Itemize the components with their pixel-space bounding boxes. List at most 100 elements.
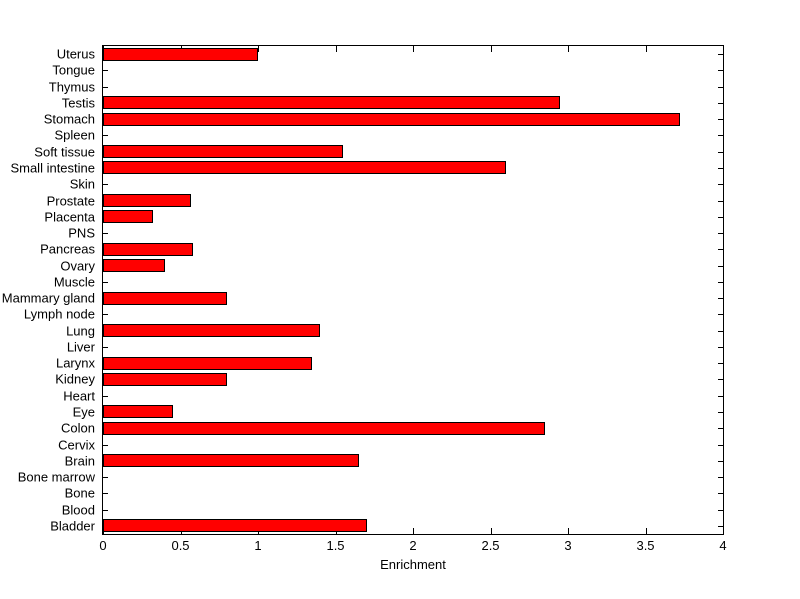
x-tick-bottom (413, 528, 414, 534)
y-tick-right (718, 184, 723, 186)
x-tick-label: 1.5 (326, 538, 345, 553)
x-tick-top (258, 46, 259, 52)
y-tick-right (718, 314, 723, 316)
y-tick-left (103, 135, 108, 137)
x-tick-top (568, 46, 569, 52)
y-tick-right (718, 281, 723, 283)
bar-row: Lung (66, 323, 723, 339)
x-tick-label: 2.5 (481, 538, 500, 553)
y-tick-left (103, 281, 108, 283)
y-tick-left (103, 346, 108, 348)
y-tick-left (103, 493, 108, 495)
category-label: Bladder (50, 518, 95, 534)
x-tick-bottom (568, 528, 569, 534)
y-tick-right (718, 477, 723, 479)
y-tick-left (103, 477, 108, 479)
x-tick-top (723, 46, 724, 52)
category-label: Tongue (52, 62, 95, 78)
category-label: Prostate (46, 193, 95, 209)
category-label: Ovary (60, 258, 95, 274)
y-tick-right (718, 411, 723, 413)
bar-row: PNS (68, 225, 723, 241)
category-label: Testis (61, 95, 95, 111)
bar-row: Brain (65, 453, 723, 469)
category-label: Bone marrow (17, 469, 95, 485)
bar (103, 421, 545, 435)
category-label: Spleen (54, 127, 95, 143)
y-tick-right (718, 102, 723, 104)
y-tick-right (718, 216, 723, 218)
y-tick-left (103, 184, 108, 186)
bar (103, 324, 320, 338)
category-label: Blood (61, 502, 95, 518)
category-label: Mammary gland (1, 290, 95, 306)
bar-row: Kidney (55, 371, 723, 387)
bar (103, 194, 192, 208)
x-tick-label: 4 (719, 538, 727, 553)
category-label: Lymph node (23, 306, 95, 322)
bar (103, 161, 506, 175)
bar-row: Placenta (44, 209, 723, 225)
plot-area: Enrichment Uterus Tongue Thymus Testis Stoma… (2, 45, 727, 572)
bar-row: Testis (62, 95, 723, 111)
category-label: Placenta (44, 209, 95, 225)
bar (103, 405, 173, 419)
bar (103, 519, 367, 533)
y-tick-right (718, 54, 723, 56)
category-label: Heart (63, 388, 95, 404)
category-label: Eye (72, 404, 95, 420)
y-tick-left (103, 444, 108, 446)
bar (103, 47, 258, 61)
y-tick-left (103, 70, 108, 72)
category-label: Brain (64, 453, 95, 469)
bar-row: Soft tissue (34, 144, 723, 160)
bar (103, 356, 313, 370)
bar-row: Ovary (60, 257, 723, 273)
bar-row: Small intestine (10, 160, 723, 176)
y-tick-right (718, 444, 723, 446)
x-tick-top (413, 46, 414, 52)
bar (103, 210, 153, 224)
category-label: PNS (68, 225, 95, 241)
bar-row: Stomach (44, 111, 723, 127)
bar-row: Lymph node (24, 306, 723, 322)
y-tick-right (718, 249, 723, 251)
bar-row: Uterus (57, 46, 723, 62)
x-tick-bottom (723, 528, 724, 534)
y-tick-right (718, 395, 723, 397)
y-tick-right (718, 200, 723, 202)
bar-row: Liver (67, 339, 723, 355)
bar-row: Muscle (54, 274, 723, 290)
x-tick-label: 3 (564, 538, 572, 553)
category-label: Pancreas (40, 241, 95, 257)
y-tick-right (718, 460, 723, 462)
bar-row: Colon (61, 420, 723, 436)
y-tick-right (718, 233, 723, 235)
y-tick-left (103, 233, 108, 235)
y-tick-right (718, 135, 723, 137)
y-tick-left (103, 314, 108, 316)
x-tick-top (335, 46, 337, 52)
bar (103, 112, 680, 126)
x-axis-label: Enrichment (380, 557, 446, 572)
x-tick-label: 0 (99, 538, 107, 553)
bar-row: Bone marrow (18, 469, 723, 485)
category-label: Cervix (58, 437, 95, 452)
bar-row: Bone (65, 485, 723, 501)
category-label: Muscle (53, 274, 95, 290)
y-tick-right (718, 525, 723, 527)
y-tick-left (103, 395, 108, 397)
y-tick-left (103, 86, 108, 88)
bar-row: Eye (73, 404, 723, 420)
y-tick-right (718, 346, 723, 348)
bar-row: Pancreas (40, 241, 723, 257)
bar-row: Larynx (56, 355, 723, 371)
bar-row: Blood (62, 501, 723, 517)
bar (103, 372, 227, 386)
bar-row: Cervix (58, 436, 723, 452)
bar-row: Skin (70, 176, 723, 192)
x-tick-label: 3.5 (636, 538, 655, 553)
bar (103, 259, 165, 273)
category-label: Larynx (55, 355, 95, 371)
